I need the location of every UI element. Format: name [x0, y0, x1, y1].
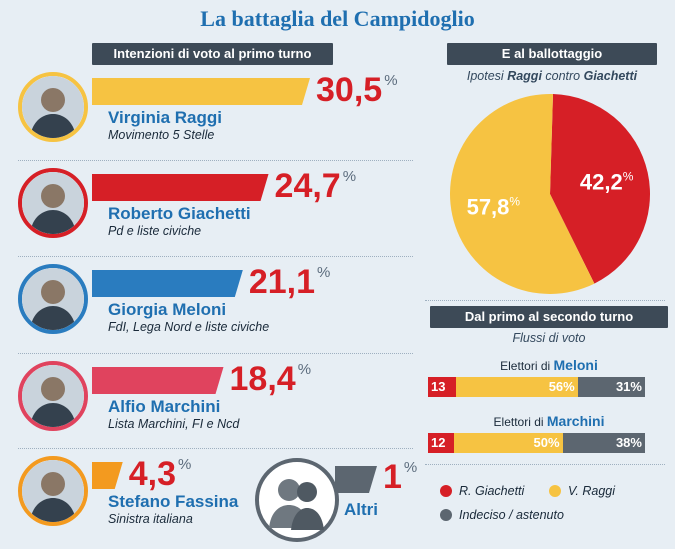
portrait-icon: [22, 365, 84, 427]
candidate-avatar: [18, 264, 88, 334]
percentage-value: 21,1: [248, 263, 315, 301]
candidate-party: Movimento 5 Stelle: [108, 128, 215, 142]
divider: [18, 160, 413, 161]
legend-dot-icon: [549, 485, 561, 497]
others-avatar: [255, 458, 339, 547]
candidate-percentage: 21,1%: [249, 265, 331, 299]
candidate-bar: [92, 270, 243, 297]
portrait-icon: [22, 268, 84, 330]
legend-item: Indeciso / astenuto: [440, 508, 564, 522]
ballot-subtitle: Ipotesi Raggi contro Giachetti: [466, 69, 638, 83]
divider: [18, 353, 413, 354]
candidate-party: FdI, Lega Nord e liste civiche: [108, 320, 270, 334]
candidate-avatar: [18, 361, 88, 431]
percentage-value: 1: [383, 458, 402, 496]
page-title: La battaglia del Campidoglio: [200, 6, 475, 31]
others-bar: [335, 466, 377, 493]
flow-segment: 50%: [454, 433, 563, 453]
candidate-name: Giorgia Meloni: [108, 300, 227, 319]
flow-row-label: Elettori di Marchini: [430, 413, 668, 429]
candidate-bar: [92, 174, 269, 201]
portrait-icon: [22, 172, 84, 234]
legend-dot-icon: [440, 509, 452, 521]
flow-label-group: Marchini: [546, 413, 605, 429]
candidate-bar: [92, 78, 310, 105]
flow-segment: 31%: [577, 377, 645, 397]
candidate-percentage: 18,4%: [230, 362, 312, 396]
percentage-value: 30,5: [316, 71, 383, 109]
flow-stacked-bar: 12 50% 38%: [428, 433, 645, 453]
candidate-bar: [92, 367, 224, 394]
flows-header: Dal primo al secondo turno: [430, 306, 668, 328]
flow-segment: 13: [428, 377, 457, 397]
legend-label: Indeciso / astenuto: [459, 508, 564, 522]
candidate-name: Alfio Marchini: [108, 397, 221, 416]
flows-subtitle: Flussi di voto: [512, 331, 586, 345]
flow-stacked-bar: 13 56% 31%: [428, 377, 645, 397]
candidate-avatar: [18, 72, 88, 142]
candidate-percentage: 24,7%: [275, 169, 357, 203]
flow-segment: 12: [428, 433, 455, 453]
candidate-bar: [92, 462, 123, 489]
flow-label-prefix: Elettori di: [500, 359, 554, 373]
percentage-value: 18,4: [229, 360, 296, 398]
candidate-percentage: 30,5%: [316, 73, 398, 107]
percent-sign: %: [178, 456, 192, 473]
legend-label: R. Giachetti: [459, 484, 525, 498]
divider: [425, 464, 665, 465]
portrait-icon: [22, 460, 84, 522]
divider: [18, 256, 413, 257]
percent-sign: %: [297, 361, 312, 378]
flow-segment: 38%: [562, 433, 645, 453]
candidate-avatar: [18, 456, 88, 526]
percent-sign: %: [342, 168, 357, 185]
pie-slice-label: 57,8%: [467, 194, 521, 219]
others-percentage: 1%: [383, 460, 417, 494]
legend-label: V. Raggi: [568, 484, 616, 498]
percentage-value: 4,3: [128, 455, 176, 493]
percent-sign: %: [317, 264, 331, 281]
others-name: Altri: [344, 500, 378, 519]
percent-sign: %: [403, 459, 418, 476]
percentage-value: 24,7: [274, 167, 341, 205]
candidate-party: Lista Marchini, FI e Ncd: [108, 417, 240, 431]
pie-slice: [550, 94, 650, 284]
pie-slice-label: 42,2%: [580, 170, 634, 195]
people-icon: [255, 458, 339, 542]
candidate-name: Virginia Raggi: [108, 108, 222, 127]
flow-label-prefix: Elettori di: [493, 415, 547, 429]
portrait-icon: [22, 76, 84, 138]
candidate-party: Pd e liste civiche: [108, 224, 202, 238]
legend-item: R. Giachetti: [440, 484, 524, 498]
candidate-party: Sinistra italiana: [108, 512, 193, 526]
first-round-header: Intenzioni di voto al primo turno: [92, 43, 333, 65]
legend-dot-icon: [440, 485, 452, 497]
candidate-percentage: 4,3%: [129, 457, 192, 491]
candidate-name: Stefano Fassina: [108, 492, 239, 511]
flow-label-group: Meloni: [553, 357, 598, 373]
divider: [425, 300, 665, 301]
divider: [18, 448, 413, 449]
flow-segment: 56%: [456, 377, 578, 397]
ballot-header: E al ballottaggio: [447, 43, 657, 65]
candidate-name: Roberto Giachetti: [108, 204, 251, 223]
flow-row-label: Elettori di Meloni: [430, 357, 668, 373]
pie-slice: [449, 94, 595, 294]
legend-item: V. Raggi: [549, 484, 615, 498]
ballot-pie-chart: 42,2% 57,8%: [449, 94, 650, 294]
candidate-avatar: [18, 168, 88, 238]
percent-sign: %: [384, 72, 398, 89]
